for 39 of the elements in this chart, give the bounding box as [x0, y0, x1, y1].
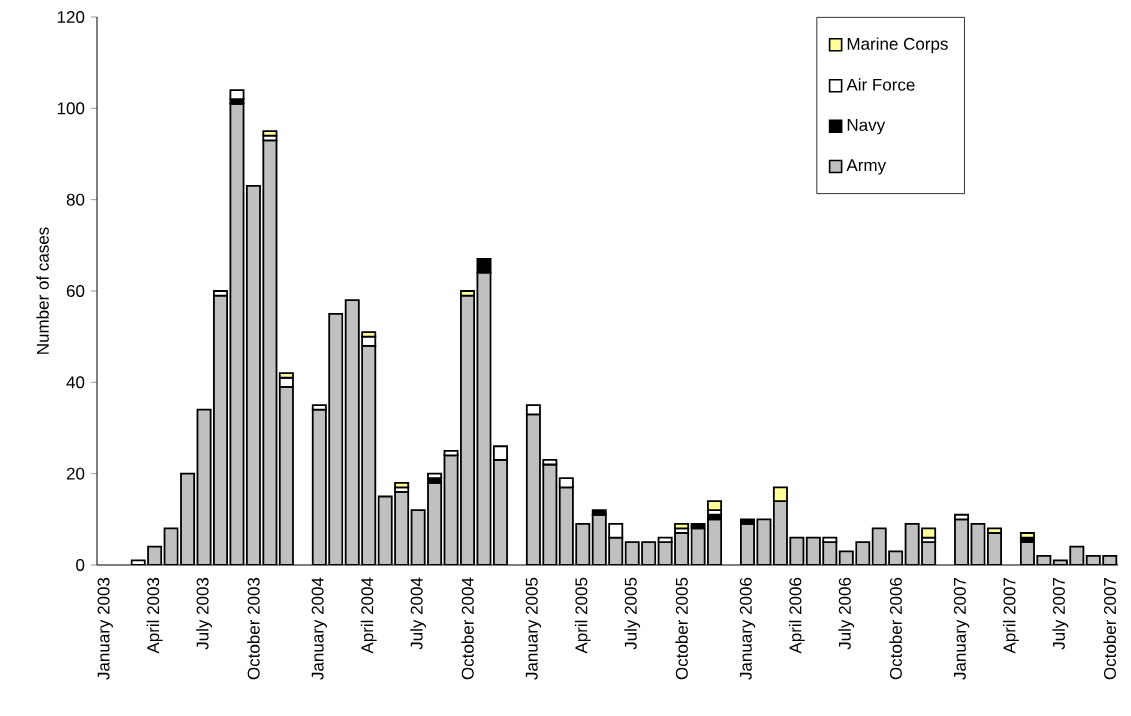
x-tick-label: April 2007 — [1003, 577, 1019, 654]
bar — [1019, 532, 1035, 539]
legend-label: Marine Corps — [847, 37, 948, 54]
y-tick-label: 80 — [66, 193, 85, 206]
bar — [229, 89, 245, 101]
y-tick-label: 100 — [57, 102, 85, 115]
y-tick-label: 0 — [76, 558, 85, 571]
x-tick-label: January 2003 — [97, 577, 113, 680]
bar — [394, 481, 410, 489]
bar — [707, 500, 723, 512]
legend-label: Air Force — [846, 78, 915, 91]
x-tick-label: July 2003 — [196, 577, 212, 650]
x-tick-label: April 2005 — [574, 577, 591, 654]
x-tick-label: April 2004 — [360, 577, 377, 654]
y-axis-title: Number of cases — [36, 227, 49, 354]
y-tick-label: 40 — [66, 376, 85, 389]
legend-label: Army — [846, 159, 887, 175]
x-tick-label: July 2004 — [410, 577, 427, 650]
x-tick-label: January 2004 — [311, 577, 327, 680]
x-tick-label: July 2006 — [838, 577, 855, 650]
x-tick-label: April 2006 — [788, 577, 805, 654]
x-tick-label: October 2003 — [247, 577, 260, 680]
x-tick-label: October 2007 — [1103, 577, 1116, 680]
x-tick-label: January 2007 — [953, 577, 970, 680]
y-tick-label: 60 — [66, 284, 85, 297]
x-tick-label: January 2005 — [525, 577, 542, 680]
x-tick-label: October 2004 — [461, 577, 474, 680]
bar — [427, 472, 443, 480]
x-tick-label: October 2005 — [675, 577, 688, 680]
bar — [674, 522, 690, 530]
x-tick-label: July 2007 — [1052, 577, 1069, 650]
y-tick-label: 20 — [66, 467, 85, 480]
x-tick-label: October 2006 — [889, 577, 902, 680]
x-tick-label: July 2005 — [624, 577, 641, 650]
x-tick-label: April 2003 — [146, 577, 163, 654]
legend-label: Navy — [847, 119, 886, 135]
bar — [262, 130, 278, 137]
y-tick-label: 120 — [57, 10, 85, 23]
x-tick-label: January 2006 — [739, 577, 756, 680]
